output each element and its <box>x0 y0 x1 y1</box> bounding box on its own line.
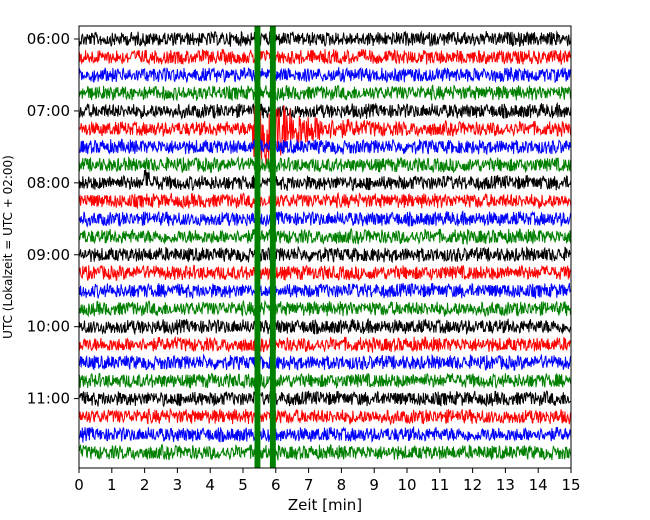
trace-0900 <box>78 245 572 264</box>
x-tick-label-6: 6 <box>271 476 281 494</box>
x-axis: 0 1 2 3 4 5 6 7 8 9 10 11 12 13 14 15 <box>74 468 581 494</box>
trace-0815 <box>78 191 572 210</box>
trace-0930 <box>78 282 572 300</box>
x-tick-label-8: 8 <box>337 476 347 494</box>
trace-0700 <box>78 101 572 120</box>
x-tick-label-4: 4 <box>205 476 215 494</box>
trace-1015 <box>78 335 572 353</box>
trace-0645 <box>78 84 572 102</box>
y-axis-label: UTC (Lokalzeit = UTC + 02:00) <box>1 155 15 339</box>
x-tick-label-2: 2 <box>140 476 150 494</box>
x-tick-label-11: 11 <box>430 476 449 494</box>
trace-1030 <box>78 353 572 371</box>
x-axis-label: Zeit [min] <box>288 496 362 514</box>
trace-1000 <box>78 317 572 336</box>
x-tick-label-7: 7 <box>304 476 314 494</box>
x-tick-label-12: 12 <box>463 476 482 494</box>
x-tick-label-5: 5 <box>238 476 248 494</box>
y-tick-label-1000: 10:00 <box>27 318 70 336</box>
y-tick-label-0700: 07:00 <box>27 102 70 120</box>
plot-frame <box>78 25 572 469</box>
x-tick-label-9: 9 <box>369 476 379 494</box>
trace-0915 <box>78 264 572 282</box>
x-tick-label-0: 0 <box>74 476 84 494</box>
trace-1115 <box>78 407 572 426</box>
trace-1145 <box>78 443 572 461</box>
trace-0945 <box>78 299 572 318</box>
trace-0715 <box>78 101 572 174</box>
x-tick-label-14: 14 <box>529 476 548 494</box>
y-axis: 06:00 07:00 08:00 09:00 10:00 11:00 <box>27 30 79 408</box>
trace-1045 <box>78 372 572 390</box>
x-tick-label-15: 15 <box>561 476 580 494</box>
trace-0730 <box>78 138 572 156</box>
event-spike-band-1 <box>254 26 261 468</box>
y-tick-label-1100: 11:00 <box>27 390 70 408</box>
y-tick-label-0900: 09:00 <box>27 246 70 264</box>
event-spikes <box>254 26 276 468</box>
trace-0745 <box>78 155 572 174</box>
x-tick-label-3: 3 <box>173 476 183 494</box>
trace-1100 <box>78 390 572 408</box>
x-tick-label-13: 13 <box>496 476 515 494</box>
trace-0800 <box>78 169 572 192</box>
trace-0830 <box>78 210 572 228</box>
y-tick-label-0600: 06:00 <box>27 30 70 48</box>
y-tick-label-0800: 08:00 <box>27 174 70 192</box>
x-tick-label-1: 1 <box>107 476 117 494</box>
seismic-traces <box>78 30 572 461</box>
trace-0845 <box>78 227 572 245</box>
trace-1130 <box>78 425 572 443</box>
trace-0600 <box>78 30 572 48</box>
event-spike-band-2 <box>269 26 276 468</box>
x-tick-label-10: 10 <box>397 476 416 494</box>
trace-0615 <box>78 48 572 66</box>
trace-0630 <box>78 66 572 84</box>
